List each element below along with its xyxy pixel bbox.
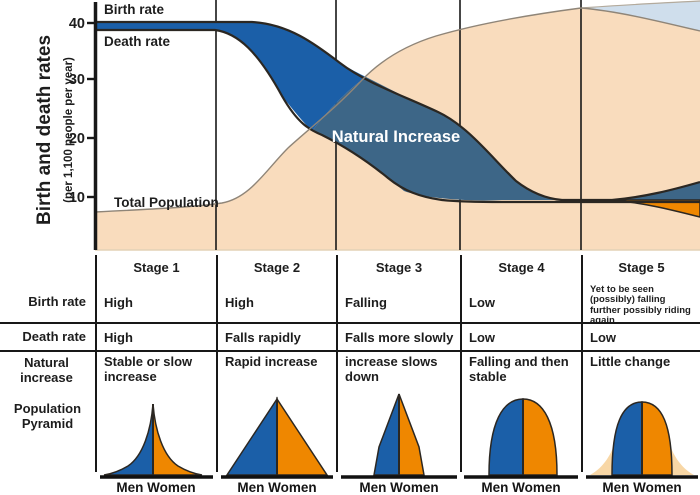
y-tick-label-40: 40	[69, 16, 85, 32]
population-pyramid-row: Men Women Men Women Men Women Men Women …	[95, 390, 698, 495]
total-population-curve	[94, 7, 700, 213]
population-pyramid-stage-4	[488, 398, 558, 476]
death-rate-stage-5: Low	[581, 324, 700, 350]
death-rate-stage-1: High	[95, 324, 216, 350]
pyramid-1-axis-label: Men Women	[116, 480, 195, 495]
birth-rate-curve	[95, 20, 700, 202]
population-pyramid-stage-2	[225, 396, 329, 476]
pyramid-4-axis-label: Men Women	[481, 480, 560, 495]
death-rate-curve-label: Death rate	[104, 34, 171, 49]
natural-increase-row: Natural increase Stable or slow increase…	[0, 350, 700, 390]
birth-rate-stage-3: Falling	[336, 282, 460, 322]
death-rate-row: Death rate High Falls rapidly Falls more…	[0, 322, 700, 350]
death-rate-stage-4: Low	[460, 324, 581, 350]
population-pyramid-stage-5	[590, 401, 694, 476]
death-rate-stage-3: Falls more slowly	[336, 324, 460, 350]
birth-rate-curve-label: Birth rate	[104, 2, 165, 17]
natural-increase-stage-4: Falling and then stable	[460, 352, 581, 390]
pyramid-4-men	[488, 398, 524, 476]
pyramid-5-women	[641, 401, 673, 476]
birth-rate-stage-4: Low	[460, 282, 581, 322]
pyramid-3-axis-label: Men Women	[359, 480, 438, 495]
population-pyramid-row-label: Population Pyramid	[13, 401, 82, 431]
natural-increase-label: Natural Increase	[332, 128, 460, 146]
birth-rate-stage-5: Yet to be seen (possibly) falling furthe…	[581, 282, 700, 322]
stage-3-header: Stage 3	[336, 255, 460, 282]
pyramid-5-men	[611, 401, 643, 476]
y-tick-label-30: 30	[69, 72, 85, 88]
natural-increase-band-over-population	[312, 77, 700, 201]
natural-increase-stage-3: increase slows down	[336, 352, 460, 390]
population-decline-top-edge	[580, 0, 700, 9]
birth-rate-row: Birth rate High High Falling Low Yet to …	[0, 282, 700, 322]
natural-increase-stage-5: Little change	[581, 352, 700, 390]
birth-rate-stage-1: High	[95, 282, 216, 322]
natural-increase-stage-2: Rapid increase	[216, 352, 336, 390]
y-tick-label-10: 10	[69, 190, 85, 206]
death-rate-row-label: Death rate	[22, 328, 86, 344]
population-pyramid-stage-1	[103, 403, 203, 476]
death-rate-curve	[95, 28, 700, 204]
pyramid-2-women	[276, 396, 329, 476]
natural-increase-stage-1: Stable or slow increase	[95, 352, 216, 390]
pyramid-4-women	[522, 398, 558, 476]
pyramid-1-women	[152, 403, 203, 476]
natural-increase-row-label: Natural increase	[20, 355, 73, 385]
pyramid-1-men	[103, 403, 154, 476]
pyramid-5-flare-right	[671, 448, 694, 475]
death-rate-stage-2: Falls rapidly	[216, 324, 336, 350]
birth-rate-row-label: Birth rate	[28, 293, 86, 309]
natural-increase-band-blue	[95, 22, 366, 131]
stage-1-header: Stage 1	[95, 255, 216, 282]
y-axis-title: Birth and death rates	[34, 35, 55, 225]
y-tick-label-20: 20	[69, 131, 85, 147]
pyramid-2-men	[225, 396, 278, 476]
population-pyramid-stage-3	[373, 393, 425, 476]
stage-header-spacer	[0, 255, 95, 282]
birth-rate-stage-2: High	[216, 282, 336, 322]
pyramid-5-axis-label: Men Women	[602, 480, 681, 495]
y-axis-subtitle: (per 1,100 people per year)	[63, 57, 75, 203]
stage-2-header: Stage 2	[216, 255, 336, 282]
pyramid-2-axis-label: Men Women	[237, 480, 316, 495]
pyramid-5-flare-left	[590, 448, 613, 475]
pyramid-row-column-lines	[95, 390, 583, 472]
dtm-chart: 40 30 20 10 Birth and death rates (per 1…	[34, 0, 700, 251]
total-population-label: Total Population	[114, 195, 219, 210]
stage-header-row: Stage 1 Stage 2 Stage 3 Stage 4 Stage 5	[0, 255, 700, 282]
stage-5-header: Stage 5	[581, 255, 700, 282]
pyramid-3-women	[398, 393, 425, 476]
pyramid-3-men	[373, 393, 400, 476]
stage-4-header: Stage 4	[460, 255, 581, 282]
y-axis-ticks	[87, 21, 96, 199]
